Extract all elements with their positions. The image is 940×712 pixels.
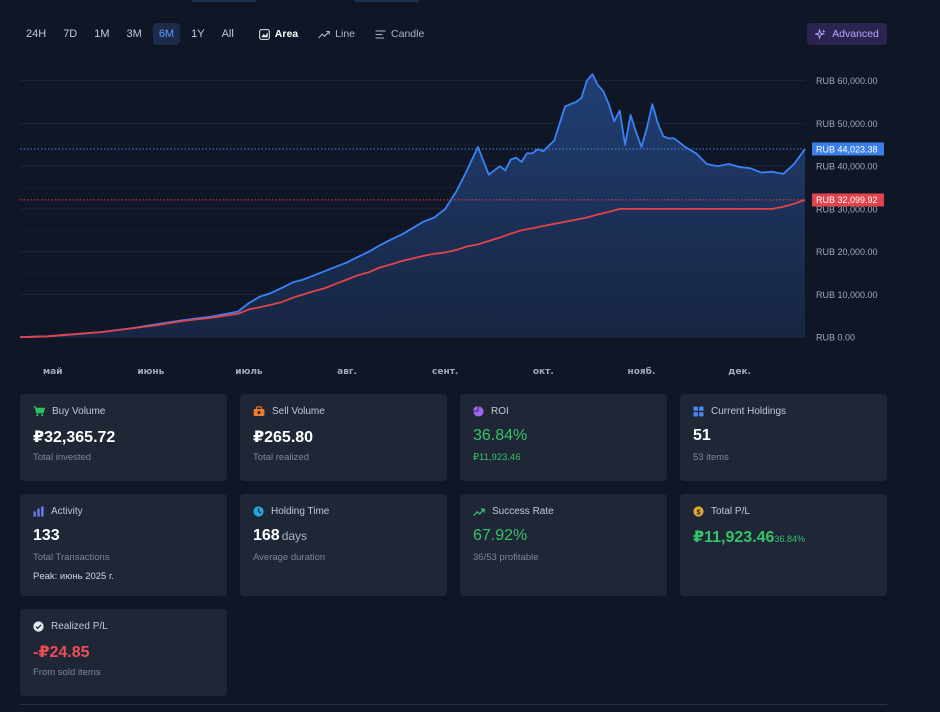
- holding-time-value: 168: [253, 527, 280, 544]
- trend-line-icon: [318, 30, 331, 38]
- area-chart-icon: [258, 28, 270, 40]
- portfolio-value-area: [20, 74, 805, 338]
- x-tick-label: июль: [235, 367, 263, 377]
- range-button-24h[interactable]: 24H: [26, 28, 47, 40]
- y-tick-label: RUB 50,000.00: [816, 119, 878, 129]
- chart-type-label: Candle: [391, 28, 425, 40]
- x-tick-label: авг.: [337, 367, 357, 377]
- holding-time-card: Holding Time 168 days Average duration: [240, 494, 447, 596]
- advanced-label: Advanced: [832, 28, 879, 40]
- range-button-1m[interactable]: 1M: [94, 28, 110, 40]
- chart-type-group: Area Line Candle: [258, 28, 445, 40]
- check-circle-icon: [33, 621, 44, 632]
- top-strip: [192, 0, 256, 2]
- chart-type-line-button[interactable]: Line: [318, 28, 355, 40]
- grid-icon: [693, 406, 704, 417]
- card-title: Current Holdings: [711, 406, 787, 417]
- card-title: ROI: [491, 406, 509, 417]
- chart-type-area-button[interactable]: Area: [258, 28, 299, 40]
- y-tick-label: RUB 30,000.00: [816, 204, 878, 214]
- card-title: Activity: [51, 506, 83, 517]
- y-tick-label: RUB 60,000.00: [816, 76, 878, 86]
- sell-volume-value: ₽265.80: [253, 429, 314, 446]
- sell-tag-icon: [253, 406, 265, 416]
- realized-pl-card: Realized P/L -₽24.85 From sold items: [20, 609, 227, 696]
- y-tick-label: RUB 10,000.00: [816, 290, 878, 300]
- current-value-badge: [812, 142, 884, 156]
- realized-pl-subtitle: From sold items: [33, 667, 101, 678]
- roi-amount: ₽11,923.46: [473, 452, 521, 463]
- y-tick-label: RUB 20,000.00: [816, 247, 878, 257]
- total-pl-value: ₽11,923.46: [693, 529, 775, 546]
- x-tick-label: июнь: [137, 367, 164, 377]
- x-tick-label: окт.: [533, 367, 554, 377]
- chart-type-label: Area: [274, 28, 299, 40]
- current-holdings-value: 51: [693, 427, 711, 444]
- range-button-7d[interactable]: 7D: [63, 28, 78, 40]
- holding-time-value-row: 168 days: [253, 527, 307, 545]
- sell-volume-card: Sell Volume ₽265.80 Total realized: [240, 394, 447, 481]
- range-button-3m[interactable]: 3M: [126, 28, 142, 40]
- current-value-badge-label: RUB 44,023.38: [816, 144, 878, 154]
- card-title: Holding Time: [271, 506, 330, 517]
- range-button-1y[interactable]: 1Y: [191, 28, 205, 40]
- x-tick-label: сент.: [432, 367, 458, 377]
- x-tick-label: нояб.: [628, 366, 656, 377]
- svg-text:$: $: [696, 507, 700, 516]
- chart-type-candle-button[interactable]: Candle: [375, 28, 424, 40]
- card-title: Sell Volume: [272, 406, 325, 417]
- total-pl-value-row: ₽11,923.4636.84%: [693, 527, 805, 547]
- card-title: Buy Volume: [52, 406, 106, 417]
- success-rate-subtitle: 36/53 profitable: [473, 552, 539, 563]
- range-button-all[interactable]: All: [221, 28, 234, 40]
- range-button-6m[interactable]: 6M: [152, 23, 181, 45]
- chart-toolbar: 24H 7D 1M 3M 6M 1Y All Area Line Candle: [20, 23, 444, 45]
- y-tick-label: RUB 40,000.00: [816, 162, 878, 172]
- total-pl-percent: 36.84%: [774, 534, 805, 544]
- portfolio-value-line: [19, 73, 806, 339]
- dollar-coin-icon: $: [693, 506, 704, 517]
- trending-up-icon: [473, 508, 485, 516]
- bar-chart-icon: [33, 506, 44, 517]
- card-title: Realized P/L: [51, 621, 108, 632]
- pie-chart-icon: [473, 406, 484, 417]
- activity-subtitle: Total Transactions: [33, 552, 110, 563]
- invested-value-badge: [812, 193, 884, 207]
- current-holdings-card: Current Holdings 51 53 items: [680, 394, 887, 481]
- buy-volume-subtitle: Total invested: [33, 452, 92, 463]
- x-tick-label: дек.: [728, 367, 751, 377]
- buy-volume-card: Buy Volume ₽32,365.72 Total invested: [20, 394, 227, 481]
- bottom-divider: [20, 704, 887, 705]
- y-tick-label: RUB 0.00: [816, 333, 855, 343]
- card-title: Success Rate: [492, 506, 554, 517]
- activity-value: 133: [33, 527, 60, 544]
- sparkles-icon: [815, 28, 826, 40]
- realized-pl-value: -₽24.85: [33, 644, 90, 661]
- clock-icon: [253, 506, 264, 517]
- activity-card: Activity 133 Total Transactions Peak: ию…: [20, 494, 227, 596]
- holding-time-subtitle: Average duration: [253, 552, 326, 563]
- shopping-cart-icon: [33, 406, 45, 417]
- sell-volume-subtitle: Total realized: [253, 452, 309, 463]
- advanced-button[interactable]: Advanced: [807, 23, 887, 45]
- total-pl-card: $ Total P/L ₽11,923.4636.84%: [680, 494, 887, 596]
- holding-time-unit: days: [281, 529, 308, 543]
- total-invested-line: [19, 199, 806, 339]
- portfolio-area-chart[interactable]: RUB 60,000.00 RUB 50,000.00 RUB 40,000.00 R…: [0, 0, 940, 385]
- roi-card: ROI 36.84% ₽11,923.46: [460, 394, 667, 481]
- current-holdings-subtitle: 53 items: [693, 452, 729, 463]
- time-range-group: 24H 7D 1M 3M 6M 1Y All: [20, 23, 245, 45]
- chart-type-label: Line: [335, 28, 356, 40]
- x-tick-label: май: [43, 367, 63, 377]
- roi-value: 36.84%: [473, 427, 528, 444]
- activity-peak: Peak: июнь 2025 г.: [33, 571, 114, 582]
- candle-lines-icon: [375, 29, 386, 39]
- card-title: Total P/L: [711, 506, 750, 517]
- success-rate-card: Success Rate 67.92% 36/53 profitable: [460, 494, 667, 596]
- buy-volume-value: ₽32,365.72: [33, 429, 116, 446]
- invested-value-badge-label: RUB 32,099.92: [816, 195, 878, 205]
- success-rate-value: 67.92%: [473, 527, 528, 544]
- top-strip: [355, 0, 419, 2]
